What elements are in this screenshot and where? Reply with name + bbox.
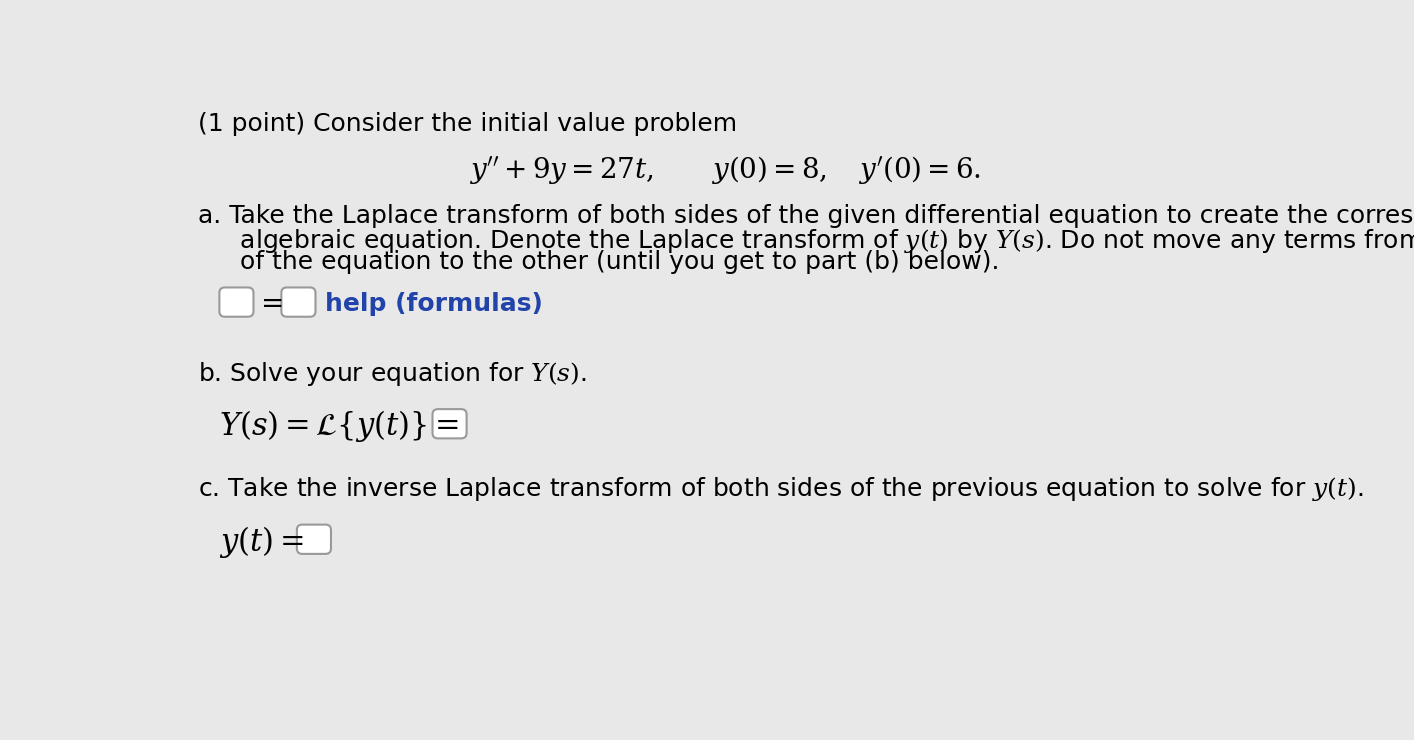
Text: (1 point) Consider the initial value problem: (1 point) Consider the initial value pro… xyxy=(198,112,738,136)
Text: of the equation to the other (until you get to part (b) below).: of the equation to the other (until you … xyxy=(215,251,1000,275)
Text: algebraic equation. Denote the Laplace transform of $y(t)$ by $Y(s)$. Do not mov: algebraic equation. Denote the Laplace t… xyxy=(215,227,1414,255)
Text: help (formulas): help (formulas) xyxy=(325,292,543,317)
Text: b. Solve your equation for $Y(s)$.: b. Solve your equation for $Y(s)$. xyxy=(198,360,587,388)
Text: $Y(s) = \mathcal{L}\left\{y(t)\right\} = $: $Y(s) = \mathcal{L}\left\{y(t)\right\} =… xyxy=(219,408,460,444)
Text: a. Take the Laplace transform of both sides of the given differential equation t: a. Take the Laplace transform of both si… xyxy=(198,204,1414,229)
Text: =: = xyxy=(262,290,284,318)
FancyBboxPatch shape xyxy=(297,525,331,554)
Text: $y(t) = $: $y(t) = $ xyxy=(219,524,304,560)
Text: $y'' + 9y = 27t, \qquad y(0) = 8, \quad y'(0) = 6.$: $y'' + 9y = 27t, \qquad y(0) = 8, \quad … xyxy=(468,154,981,186)
FancyBboxPatch shape xyxy=(219,287,253,317)
FancyBboxPatch shape xyxy=(433,409,467,438)
Text: c. Take the inverse Laplace transform of both sides of the previous equation to : c. Take the inverse Laplace transform of… xyxy=(198,475,1363,503)
FancyBboxPatch shape xyxy=(281,287,315,317)
